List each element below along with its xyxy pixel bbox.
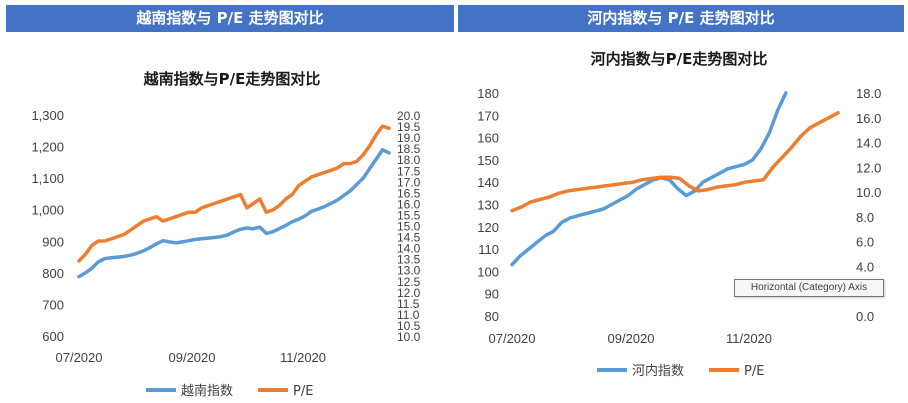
hnx-x-tick: 11/2020 bbox=[726, 331, 772, 346]
vn-y-right-tick: 15.5 bbox=[397, 208, 421, 222]
hnx-y-left-tick: 100 bbox=[477, 264, 499, 279]
vn-y-right-tick: 12.5 bbox=[397, 275, 421, 289]
hnx-y-right-tick: 4.0 bbox=[856, 259, 874, 274]
vn-y-right-tick: 13.0 bbox=[397, 264, 421, 278]
hnx-y-right-tick: 12.0 bbox=[856, 160, 881, 175]
vn-chart-title: 越南指数与P/E走势图对比 bbox=[143, 70, 321, 88]
vn-y-left-tick: 600 bbox=[42, 329, 64, 344]
vn-y-left-tick: 1,000 bbox=[31, 203, 64, 218]
hnx-y-left-tick: 80 bbox=[485, 309, 499, 324]
hnx-legend-pe-label: P/E bbox=[744, 364, 764, 379]
vn-y-left-tick: 1,100 bbox=[31, 171, 64, 186]
hnx-y-right-tick: 8.0 bbox=[856, 210, 874, 225]
left-panel-header: 越南指数与 P/E 走势图对比 bbox=[6, 5, 454, 32]
vn-y-left-tick: 1,200 bbox=[31, 140, 64, 155]
vn-y-right-tick: 14.5 bbox=[397, 231, 421, 245]
vn-y-left-tick: 800 bbox=[42, 266, 64, 281]
vn-y-right-tick: 10.5 bbox=[397, 319, 421, 333]
vn-y-right-tick: 20.0 bbox=[397, 109, 421, 123]
vn-index-chart: 越南指数与P/E走势图对比 1,300 1,200 1,100 1,000 900 800… bbox=[31, 70, 420, 399]
vn-y-right-tick: 19.0 bbox=[397, 131, 421, 145]
hnx-y-right-tick: 10.0 bbox=[856, 185, 881, 200]
hnx-index-chart: 河内指数与P/E走势图对比 180 170 160 150 140 130 120 110 10… bbox=[477, 50, 881, 379]
vn-y-right-tick: 19.5 bbox=[397, 120, 421, 134]
vn-y-right-tick: 18.0 bbox=[397, 153, 421, 167]
vn-y-right-tick: 11.5 bbox=[397, 297, 420, 311]
hnx-y-right-tick: 18.0 bbox=[856, 86, 881, 101]
vn-y-right-tick: 11.0 bbox=[397, 308, 420, 322]
vn-y-right-tick: 16.0 bbox=[397, 197, 421, 211]
vn-y-left-tick: 700 bbox=[42, 297, 64, 312]
vn-legend-index-label: 越南指数 bbox=[181, 383, 233, 399]
vn-y-right-tick: 17.0 bbox=[397, 175, 421, 189]
hnx-legend: 河内指数 P/E bbox=[597, 363, 764, 379]
vn-y-right-tick: 15.0 bbox=[397, 220, 421, 234]
hnx-y-left-tick: 90 bbox=[485, 287, 499, 302]
vn-y-right-tick: 18.5 bbox=[397, 142, 421, 156]
hnx-y-right-tick: 0.0 bbox=[856, 309, 874, 324]
vn-y-right-tick: 13.5 bbox=[397, 253, 421, 267]
vn-y-left-tick: 1,300 bbox=[31, 108, 64, 123]
vn-x-tick: 09/2020 bbox=[169, 350, 216, 365]
hnx-y-right-tick: 6.0 bbox=[856, 235, 874, 250]
vn-series-index-line bbox=[77, 147, 391, 279]
hnx-x-tick: 07/2020 bbox=[489, 331, 536, 346]
vn-y-right-tick: 16.5 bbox=[397, 186, 421, 200]
hnx-y-left-tick: 160 bbox=[477, 131, 499, 146]
vn-legend-pe-label: P/E bbox=[293, 384, 313, 399]
hnx-series-index-line bbox=[510, 91, 788, 267]
vn-y-right-tick: 14.0 bbox=[397, 242, 421, 256]
hnx-y-right-tick: 14.0 bbox=[856, 136, 881, 151]
hnx-chart-title: 河内指数与P/E走势图对比 bbox=[591, 50, 768, 68]
axis-tooltip: Horizontal (Category) Axis bbox=[734, 279, 884, 297]
hnx-y-left-tick: 150 bbox=[477, 153, 499, 168]
vn-legend: 越南指数 P/E bbox=[146, 383, 313, 399]
vn-y-right-tick: 17.5 bbox=[397, 164, 421, 178]
hnx-y-left-tick: 180 bbox=[477, 86, 499, 101]
vn-y-right-tick: 10.0 bbox=[397, 330, 421, 344]
hnx-y-left-tick: 110 bbox=[478, 242, 499, 257]
hnx-legend-index-label: 河内指数 bbox=[632, 363, 684, 379]
hnx-y-left-tick: 140 bbox=[477, 175, 499, 190]
vn-y-right-tick: 12.0 bbox=[397, 286, 421, 300]
hnx-y-right-tick: 16.0 bbox=[856, 111, 881, 126]
vn-x-tick: 11/2020 bbox=[280, 350, 326, 365]
right-panel-header: 河内指数与 P/E 走势图对比 bbox=[458, 5, 904, 32]
vn-series-pe-line bbox=[77, 124, 391, 263]
hnx-x-tick: 09/2020 bbox=[608, 331, 655, 346]
hnx-y-left-tick: 170 bbox=[477, 108, 499, 123]
hnx-y-left-tick: 130 bbox=[477, 198, 499, 213]
vn-x-tick: 07/2020 bbox=[56, 350, 103, 365]
vn-y-left-tick: 900 bbox=[42, 234, 64, 249]
hnx-y-left-tick: 120 bbox=[477, 220, 499, 235]
hnx-series-pe-line bbox=[510, 111, 840, 213]
